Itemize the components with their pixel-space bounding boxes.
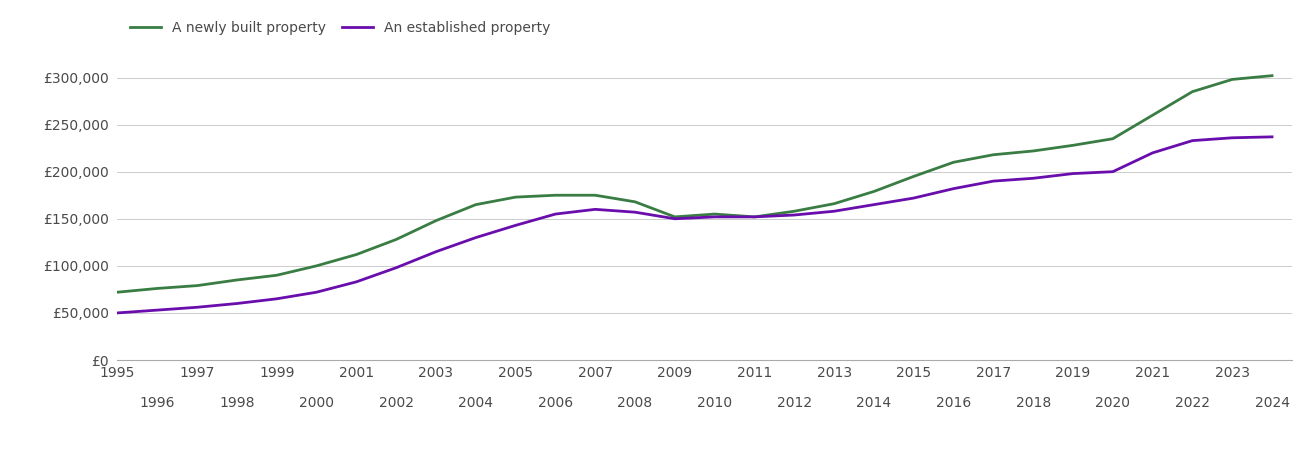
A newly built property	[389, 237, 405, 242]
Text: 2000: 2000	[299, 396, 334, 410]
An established property	[985, 178, 1001, 184]
A newly built property	[1185, 89, 1201, 94]
An established property	[150, 307, 166, 313]
Text: 2002: 2002	[378, 396, 414, 410]
A newly built property	[189, 283, 205, 288]
An established property	[1185, 138, 1201, 143]
An established property	[707, 214, 723, 220]
An established property	[826, 208, 842, 214]
An established property	[667, 216, 683, 221]
An established property	[309, 289, 325, 295]
An established property	[906, 195, 921, 201]
Text: 2022: 2022	[1174, 396, 1210, 410]
Legend: A newly built property, An established property: A newly built property, An established p…	[124, 15, 556, 40]
A newly built property	[1224, 76, 1240, 82]
Text: 2014: 2014	[856, 396, 891, 410]
An established property	[189, 305, 205, 310]
An established property	[1224, 135, 1240, 140]
Text: 2006: 2006	[538, 396, 573, 410]
An established property	[587, 207, 603, 212]
Text: 2018: 2018	[1015, 396, 1051, 410]
An established property	[468, 235, 484, 240]
Text: 2020: 2020	[1095, 396, 1130, 410]
A newly built property	[1105, 136, 1121, 141]
A newly built property	[1026, 148, 1041, 154]
An established property	[946, 186, 962, 191]
A newly built property	[468, 202, 484, 207]
An established property	[867, 202, 882, 207]
A newly built property	[867, 189, 882, 194]
A newly built property	[946, 160, 962, 165]
A newly built property	[707, 212, 723, 217]
An established property	[428, 249, 444, 254]
An established property	[348, 279, 364, 284]
An established property	[787, 212, 803, 218]
A newly built property	[1065, 143, 1081, 148]
An established property	[1105, 169, 1121, 175]
A newly built property	[628, 199, 643, 204]
An established property	[1026, 176, 1041, 181]
Text: 2004: 2004	[458, 396, 493, 410]
A newly built property	[348, 252, 364, 257]
Text: 2024: 2024	[1254, 396, 1289, 410]
Line: An established property: An established property	[117, 137, 1272, 313]
An established property	[1065, 171, 1081, 176]
An established property	[269, 296, 284, 302]
A newly built property	[985, 152, 1001, 158]
An established property	[628, 210, 643, 215]
Text: 1996: 1996	[140, 396, 175, 410]
An established property	[548, 212, 564, 217]
A newly built property	[667, 214, 683, 220]
A newly built property	[787, 208, 803, 214]
Text: 2010: 2010	[697, 396, 732, 410]
A newly built property	[309, 263, 325, 269]
A newly built property	[110, 289, 125, 295]
An established property	[110, 310, 125, 315]
Line: A newly built property: A newly built property	[117, 76, 1272, 292]
A newly built property	[548, 193, 564, 198]
An established property	[1144, 150, 1160, 156]
An established property	[508, 223, 523, 228]
A newly built property	[906, 174, 921, 179]
A newly built property	[746, 214, 762, 220]
A newly built property	[269, 273, 284, 278]
Text: 2016: 2016	[936, 396, 971, 410]
Text: 2008: 2008	[617, 396, 652, 410]
An established property	[1265, 134, 1280, 140]
A newly built property	[428, 218, 444, 223]
A newly built property	[1144, 112, 1160, 118]
Text: 2012: 2012	[776, 396, 812, 410]
A newly built property	[587, 193, 603, 198]
A newly built property	[150, 286, 166, 291]
Text: 1998: 1998	[219, 396, 254, 410]
A newly built property	[826, 201, 842, 207]
An established property	[746, 214, 762, 220]
A newly built property	[230, 277, 245, 283]
A newly built property	[1265, 73, 1280, 78]
An established property	[389, 265, 405, 270]
An established property	[230, 301, 245, 306]
A newly built property	[508, 194, 523, 200]
